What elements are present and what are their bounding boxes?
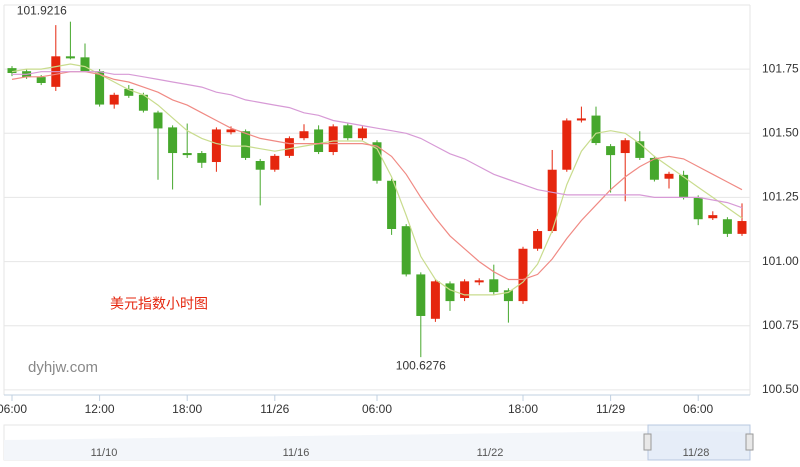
x-tick-label: 06:00 [683, 402, 713, 416]
candle-body [153, 112, 163, 129]
candle-body [591, 115, 601, 144]
candle-body [693, 197, 703, 220]
moving-average-line [11, 71, 743, 281]
y-tick-label: 101.25 [762, 190, 799, 204]
min-label: 100.6276 [396, 358, 446, 372]
navigator-label: 11/28 [683, 447, 710, 459]
candle-body [138, 94, 148, 111]
candle-body [547, 169, 557, 232]
moving-average-line [11, 63, 743, 296]
candle-body [314, 129, 324, 153]
x-tick-label: 12:00 [85, 402, 115, 416]
y-tick-label: 100.75 [762, 318, 799, 332]
x-tick-label: 06:00 [362, 402, 392, 416]
candle-body [562, 120, 572, 170]
candle-body [299, 131, 309, 139]
candle-body [95, 71, 105, 105]
candle-body [197, 153, 207, 163]
candle-body [664, 173, 674, 179]
candle-body [270, 155, 280, 170]
x-tick-label: 11/26 [260, 402, 289, 416]
y-tick-label: 101.50 [762, 125, 799, 139]
candle-body [343, 125, 353, 139]
x-tick-label: 18:00 [172, 402, 202, 416]
candle-body [474, 280, 484, 283]
candle-body [518, 248, 528, 302]
y-tick-label: 101.00 [762, 254, 799, 268]
watermark: dyhjw.com [28, 359, 98, 376]
candle-body [620, 140, 630, 154]
candle-body [372, 142, 382, 181]
navigator-handle[interactable] [643, 433, 652, 451]
candle-body [284, 138, 294, 156]
navigator-label: 11/22 [477, 447, 504, 459]
candle-body [460, 281, 470, 299]
candle-body [737, 221, 747, 234]
candle-body [36, 77, 46, 83]
candle-body [649, 157, 659, 180]
x-tick-label: 11/29 [596, 402, 625, 416]
candle-body [445, 283, 455, 302]
chart-caption: 美元指数小时图 [110, 296, 208, 312]
y-tick-label: 100.50 [762, 382, 799, 396]
navigator-label: 11/16 [283, 447, 310, 459]
candle-body [430, 281, 440, 319]
navigator-area [4, 431, 750, 460]
candle-body [387, 180, 397, 229]
candle-body [7, 68, 17, 73]
candle-body [241, 131, 251, 158]
navigator-label: 11/10 [91, 447, 118, 459]
navigator-handle[interactable] [745, 433, 754, 451]
candle-body [80, 57, 90, 72]
x-tick-label: 18:00 [508, 402, 538, 416]
candle-body [576, 118, 586, 121]
candle-body [416, 274, 426, 316]
candle-body [168, 127, 178, 154]
candle-body [255, 161, 265, 170]
candle-body [65, 56, 75, 59]
candle-body [401, 226, 411, 275]
candle-body [635, 141, 645, 158]
candle-body [606, 146, 616, 156]
y-tick-label: 101.75 [762, 61, 799, 75]
candle-body [489, 279, 499, 293]
candle-body [722, 219, 732, 234]
candle-body [211, 129, 221, 163]
candle-body [679, 174, 689, 198]
candle-body [708, 215, 718, 219]
candle-body [533, 231, 543, 249]
max-label: 101.9216 [17, 3, 67, 17]
candle-body [226, 129, 236, 133]
candle-body [182, 153, 192, 156]
candle-body [357, 128, 367, 139]
moving-average-line [12, 71, 743, 209]
candle-body [109, 94, 119, 105]
x-tick-label: 06:00 [0, 402, 27, 416]
candle-body [503, 290, 513, 302]
candle-body [328, 126, 338, 153]
candle-body [124, 88, 134, 96]
